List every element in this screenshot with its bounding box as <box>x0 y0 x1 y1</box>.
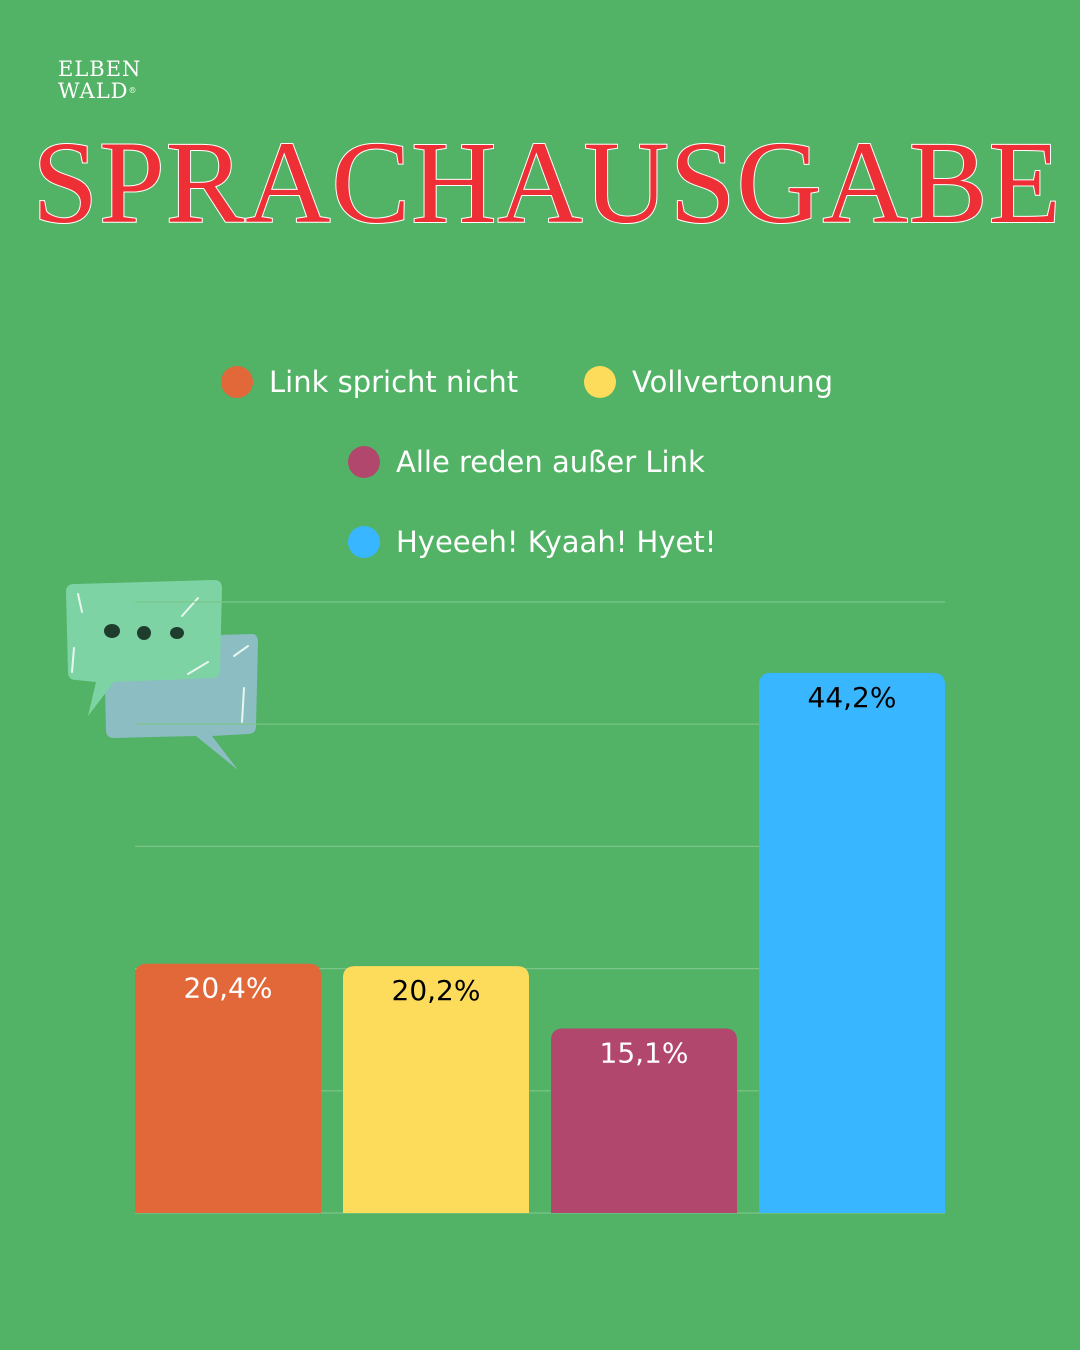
bar-4 <box>759 672 945 1213</box>
page-title: SPRACHAUSGABE <box>31 117 1062 249</box>
legend-swatch <box>348 526 380 558</box>
bar-value-label: 44,2% <box>808 681 897 714</box>
brand-line-1: ELBEN <box>58 57 142 81</box>
legend-label: Hyeeeh! Kyaah! Hyet! <box>396 525 717 559</box>
brand-line-2: WALD <box>58 79 129 103</box>
legend-item-link-spricht-nicht: Link spricht nicht <box>221 365 518 399</box>
bar-value-label: 15,1% <box>600 1036 689 1069</box>
legend-item-alle-reden: Alle reden außer Link <box>348 445 705 479</box>
legend-swatch <box>221 366 253 398</box>
bar-value-label: 20,4% <box>184 972 273 1005</box>
legend-label: Alle reden außer Link <box>396 445 705 479</box>
brand-logo: ELBEN WALD® <box>58 58 141 102</box>
speech-bubbles-icon <box>66 580 258 770</box>
legend-swatch <box>348 446 380 478</box>
bar-3 <box>551 1028 737 1213</box>
legend-label: Link spricht nicht <box>269 365 519 399</box>
bar-value-label: 20,2% <box>392 974 481 1007</box>
legend-label: Vollvertonung <box>632 365 834 399</box>
legend-item-hyeeeh: Hyeeeh! Kyaah! Hyet! <box>348 525 716 559</box>
legend-item-vollvertonung: Vollvertonung <box>584 365 833 399</box>
bar-1 <box>135 963 321 1213</box>
registered-mark: ® <box>128 86 138 95</box>
bar-2 <box>343 966 529 1213</box>
legend-swatch <box>584 366 616 398</box>
